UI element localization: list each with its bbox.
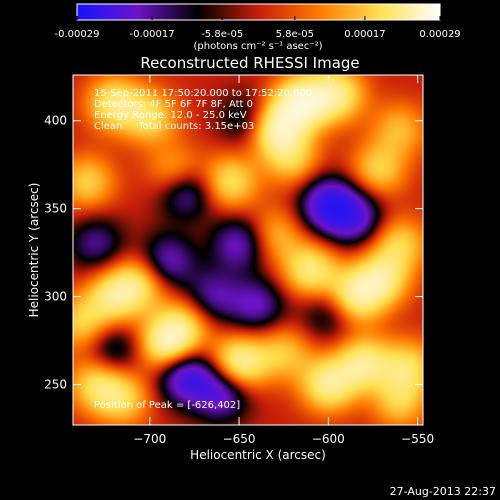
- annotation-time-range: 15-Sep-2011 17:50:20.000 to 17:52:20.000: [94, 88, 312, 99]
- x-tick-label: −650: [223, 432, 256, 446]
- x-axis-label: Heliocentric X (arcsec): [190, 448, 326, 462]
- colorbar-tick-label: 0.00029: [419, 29, 460, 40]
- colorbar-tick-label: -0.00017: [130, 29, 175, 40]
- colorbar-unit-label: (photons cm⁻² s⁻¹ asec⁻²): [193, 41, 322, 52]
- y-tick-label: 300: [44, 290, 67, 304]
- y-tick-label: 250: [44, 378, 67, 392]
- x-tick-label: −550: [401, 432, 434, 446]
- colorbar-ticks: -0.00029 -0.00017 -5.8e-05 5.8e-05 0.00017 0.…: [55, 16, 461, 40]
- heatmap-image: [73, 75, 423, 425]
- info-annotations: 15-Sep-2011 17:50:20.000 to 17:52:20.000…: [94, 88, 312, 411]
- colorbar-tick-label: 0.00017: [344, 29, 385, 40]
- chart-title: Reconstructed RHESSI Image: [140, 54, 359, 72]
- x-axis-ticks: −700 −650 −600 −550: [133, 75, 434, 446]
- y-tick-label: 350: [44, 202, 67, 216]
- y-axis-ticks: 250 300 350 400: [44, 114, 423, 392]
- colorbar: -0.00029 -0.00017 -5.8e-05 5.8e-05 0.00017 0.…: [55, 3, 461, 52]
- colorbar-tick-label: 5.8e-05: [276, 29, 314, 40]
- plot-area: −700 −650 −600 −550 250 300 350 400: [44, 74, 434, 446]
- annotation-detectors: Detectors: 4F 5F 6F 7F 8F, Att 0: [94, 99, 253, 110]
- colorbar-tick-label: -5.8e-05: [201, 29, 243, 40]
- y-tick-label: 400: [44, 114, 67, 128]
- plot-frame: [72, 74, 424, 426]
- colorbar-tick-label: -0.00029: [55, 29, 100, 40]
- annotation-peak-position: Position of Peak = [-626,402]: [94, 400, 240, 411]
- annotation-energy-range: Energy Range: 12.0 - 25.0 keV: [94, 110, 247, 121]
- colorbar-gradient: [76, 3, 441, 21]
- footer-timestamp: 27-Aug-2013 22:37: [390, 485, 496, 498]
- x-tick-label: −600: [312, 432, 345, 446]
- y-axis-label: Heliocentric Y (arcsec): [27, 183, 41, 318]
- annotation-clean-counts: Clean Total counts: 3.15e+03: [94, 121, 254, 132]
- x-tick-label: −700: [133, 432, 166, 446]
